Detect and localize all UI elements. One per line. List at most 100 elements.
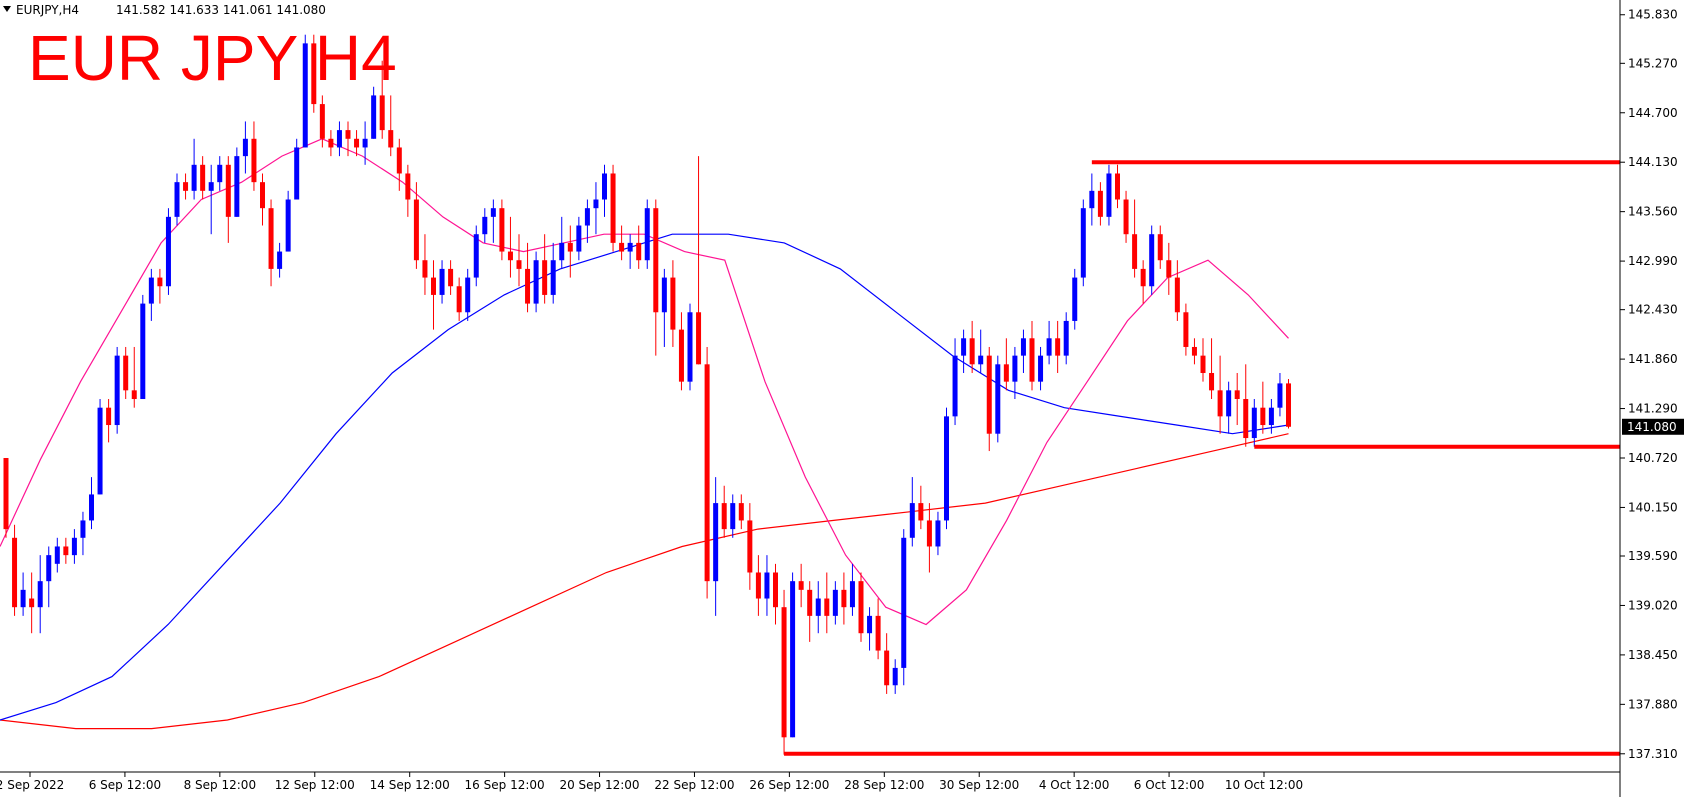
bull-candle [1063, 312, 1069, 365]
bear-candle [636, 225, 642, 269]
candle-body [431, 277, 436, 295]
bull-candle [97, 399, 103, 495]
candle-body [106, 407, 112, 426]
candle-body [328, 138, 334, 148]
bear-candle [345, 121, 351, 157]
bear-candle [1191, 338, 1197, 365]
candle-body [46, 555, 52, 582]
ma-slow-line [0, 433, 1289, 730]
bear-candle [986, 346, 992, 452]
bull-candle [473, 225, 479, 287]
candle-body [89, 494, 94, 521]
candle-body [422, 260, 428, 278]
candle-body [482, 216, 488, 235]
candle-body [148, 277, 154, 304]
bull-candle [217, 156, 223, 191]
bear-candle [328, 130, 334, 157]
bull-candle [71, 529, 77, 564]
bull-candle [627, 234, 633, 269]
candle-body [191, 164, 197, 191]
bull-candle [849, 563, 855, 616]
candle-body [71, 537, 77, 556]
ma-mid-line [0, 233, 1289, 721]
candle-body [234, 156, 240, 217]
candle-body [251, 138, 257, 183]
ma-fast-line [0, 138, 1289, 626]
bear-candle [3, 457, 9, 538]
candle-body [1046, 338, 1052, 356]
bear-candle [1200, 338, 1206, 382]
candle-body [670, 277, 676, 330]
candle-body [773, 572, 778, 608]
bear-candle [747, 503, 753, 590]
candle-body [3, 457, 9, 530]
candle-body [1260, 407, 1266, 426]
time-tick-label: 2 Sep 2022 [0, 778, 64, 792]
candle-body [1055, 338, 1061, 356]
chevron-down-icon[interactable] [3, 6, 11, 12]
candle-body [815, 598, 821, 616]
candle-body [29, 598, 35, 608]
bull-candle [944, 407, 949, 530]
candle-body [1038, 355, 1044, 382]
bull-candle [1226, 381, 1232, 434]
price-tick-label: 139.020 [1628, 598, 1678, 612]
candle-body [926, 520, 932, 547]
bear-candle [824, 572, 830, 634]
candle-body [867, 615, 873, 634]
bull-candle [584, 199, 590, 243]
candle-body [755, 572, 761, 599]
bull-candle [533, 251, 539, 313]
moving-averages [0, 138, 1289, 730]
candle-body [1157, 234, 1163, 261]
bull-candle [234, 147, 240, 217]
price-tick-label: 142.430 [1628, 303, 1678, 317]
candle-body [1209, 372, 1215, 391]
bull-candle [559, 216, 565, 269]
bull-candle [687, 303, 693, 391]
candle-body [593, 199, 599, 209]
candle-body [516, 260, 522, 269]
candle-body [311, 43, 317, 105]
bear-candle [268, 199, 274, 287]
symbol-label: EURJPY,H4 [16, 3, 79, 17]
bull-candle [1012, 346, 1018, 400]
bear-candle [1157, 225, 1163, 269]
bear-candle [696, 156, 702, 365]
candle-body [1106, 173, 1112, 217]
price-tick-label: 137.310 [1628, 747, 1678, 761]
bear-candle [738, 494, 744, 530]
candle-body [80, 520, 86, 538]
current-price-label: 141.080 [1627, 420, 1677, 434]
bear-candle [456, 277, 462, 321]
candle-body [405, 173, 411, 200]
candle-body [54, 546, 60, 564]
bull-candle [114, 346, 120, 434]
bear-candle [1217, 355, 1223, 434]
candle-body [832, 589, 838, 616]
candle-body [952, 355, 958, 417]
time-tick-label: 14 Sep 12:00 [370, 778, 450, 792]
candle-body [319, 104, 325, 139]
bull-candle [952, 338, 958, 426]
bull-candle [46, 546, 52, 608]
candle-body [1020, 338, 1026, 356]
chart-header: EURJPY,H4 141.582 141.633 141.061 141.08… [3, 3, 326, 17]
bull-candle [37, 555, 43, 634]
price-tick-label: 144.130 [1628, 155, 1678, 169]
price-tick-label: 143.560 [1628, 205, 1678, 219]
price-axis: 145.830 145.270 144.700 144.130 143.560 142.9… [1620, 8, 1678, 761]
candle-body [294, 147, 300, 200]
candles [3, 34, 1291, 755]
candle-body [944, 416, 949, 521]
candle-body [1080, 208, 1086, 278]
candle-body [1243, 399, 1249, 439]
bull-candle [20, 572, 26, 616]
bull-candle [439, 260, 445, 304]
candle-body [1286, 383, 1291, 427]
bear-candle [1183, 303, 1189, 356]
candle-body [969, 338, 975, 365]
candle-body [849, 581, 855, 608]
candle-body [901, 537, 907, 668]
